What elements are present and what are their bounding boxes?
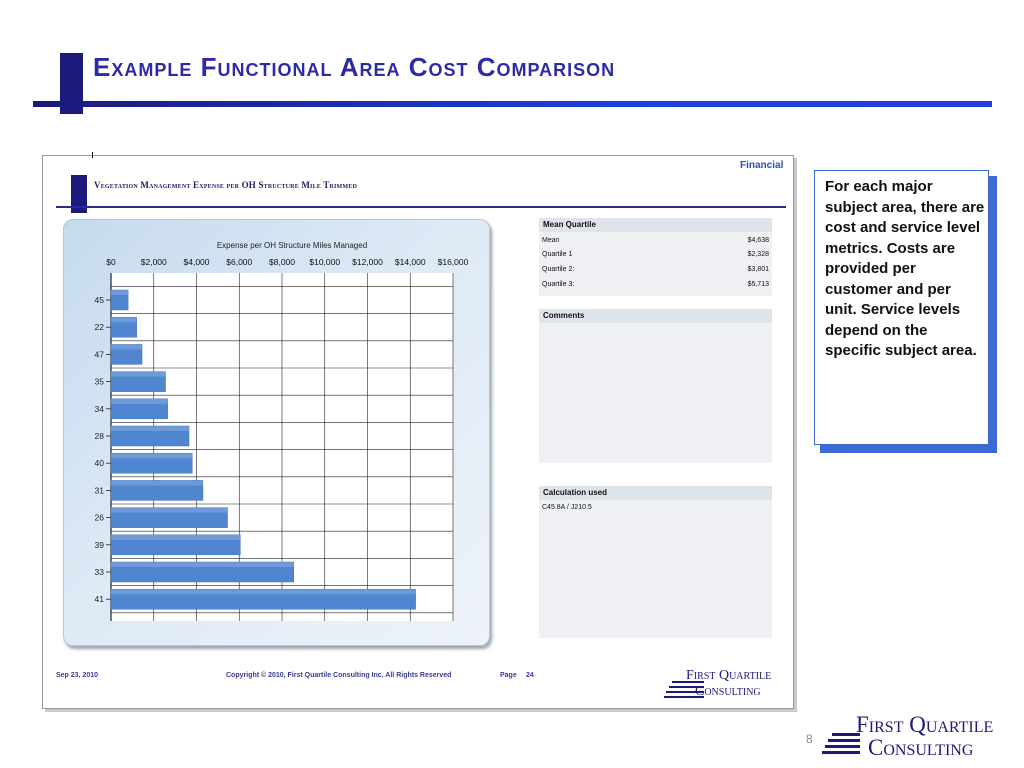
report-copyright: Copyright © 2010, First Quartile Consult… — [226, 672, 452, 679]
bar-highlight — [111, 562, 294, 567]
row-value: $3,801 — [747, 266, 769, 273]
y-tick-label: 28 — [95, 431, 105, 441]
bar-highlight — [111, 317, 137, 323]
y-tick-label: 34 — [95, 404, 105, 414]
row-label: Mean — [542, 237, 560, 244]
calculation-value: C45.8A / J210.5 — [542, 504, 592, 511]
comments-header: Comments — [539, 309, 772, 323]
x-tick-label: $2,000 — [141, 257, 167, 267]
x-tick-label: $6,000 — [226, 257, 252, 267]
report-logo-stripes — [664, 681, 704, 701]
x-tick-label: $16,000 — [438, 257, 469, 267]
x-tick-label: $12,000 — [352, 257, 383, 267]
bar-highlight — [111, 480, 203, 486]
y-tick-label: 40 — [95, 458, 105, 468]
report-page-label: Page — [500, 672, 517, 679]
mean-quartile-table: Mean Quartile Mean $4,638 Quartile 1 $2,… — [539, 218, 772, 296]
row-label: Quartile 3: — [542, 281, 575, 288]
report-title-accent — [71, 175, 87, 213]
bar-highlight — [111, 507, 228, 513]
bar-highlight — [111, 589, 416, 595]
title-accent-block — [60, 53, 83, 114]
note-box: For each major subject area, there are c… — [814, 170, 989, 445]
comments-panel: Comments — [539, 309, 772, 463]
y-tick-label: 39 — [95, 540, 105, 550]
bar-highlight — [111, 534, 241, 540]
y-tick-label: 22 — [95, 322, 105, 332]
bar-highlight — [111, 290, 129, 295]
y-tick-label: 26 — [95, 513, 105, 523]
y-tick-label: 45 — [95, 295, 105, 305]
report-date: Sep 23, 2010 — [56, 672, 99, 679]
bar-highlight — [111, 426, 190, 431]
x-tick-label: $14,000 — [395, 257, 426, 267]
x-tick-label: $4,000 — [184, 257, 210, 267]
bar-highlight — [111, 344, 142, 350]
y-tick-label: 41 — [95, 594, 105, 604]
report-page-number: 24 — [526, 672, 534, 679]
y-tick-label: 35 — [95, 377, 105, 387]
y-tick-label: 33 — [95, 567, 105, 577]
calculation-header: Calculation used — [539, 486, 772, 500]
calculation-panel: Calculation used C45.8A / J210.5 — [539, 486, 772, 638]
slide-logo-line1: First Quartile — [856, 712, 994, 737]
mean-quartile-header: Mean Quartile — [539, 218, 772, 232]
slide-title: Example Functional Area Cost Comparison — [93, 52, 616, 82]
x-tick-label: $8,000 — [269, 257, 295, 267]
slide-logo-line2: Consulting — [868, 735, 974, 760]
row-value: $5,713 — [747, 281, 769, 288]
chart-title: Expense per OH Structure Miles Managed — [217, 241, 367, 250]
y-tick-label: 47 — [95, 349, 105, 359]
report-category: Financial — [740, 160, 784, 171]
bar-highlight — [111, 453, 193, 459]
row-value: $4,638 — [747, 237, 769, 244]
report-logo-line1: First Quartile — [686, 668, 772, 683]
bar-highlight — [111, 371, 166, 377]
report-logo-line2: Consulting — [695, 684, 761, 699]
row-label: Quartile 2: — [542, 266, 575, 273]
x-tick-label: $0 — [106, 257, 116, 267]
x-tick-label: $10,000 — [309, 257, 340, 267]
row-value: $2,328 — [747, 251, 769, 258]
report-tick-mark — [92, 152, 93, 158]
title-underline — [33, 101, 992, 107]
slide-page-number: 8 — [806, 732, 813, 746]
slide-logo-stripes — [822, 733, 860, 757]
bar-chart: Expense per OH Structure Miles Managed $0… — [95, 241, 469, 621]
row-label: Quartile 1 — [542, 251, 573, 258]
note-text: For each major subject area, there are c… — [825, 178, 985, 359]
report-title-underline — [56, 206, 786, 208]
report-title: Vegetation Management Expense per OH Str… — [94, 180, 358, 190]
y-tick-label: 31 — [95, 485, 105, 495]
bar-highlight — [111, 398, 168, 404]
